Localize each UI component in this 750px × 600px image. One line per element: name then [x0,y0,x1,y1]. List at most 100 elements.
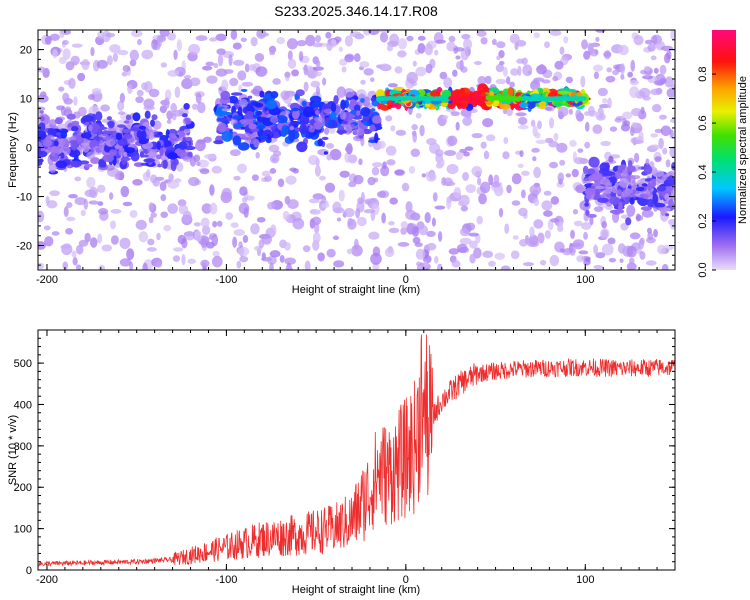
spectral-blob [182,117,192,125]
spectral-speckle [626,204,636,217]
spectral-speckle [670,30,675,41]
spectral-speckle [170,102,177,113]
spectral-speckle [519,238,528,247]
spectral-speckle [477,177,482,186]
spectral-blob [609,196,621,205]
spectral-speckle [119,237,131,250]
x-tick-label: -100 [215,574,237,586]
spectral-blob [144,110,151,119]
spectral-speckle [110,208,122,214]
spectral-blob [314,109,320,116]
spectral-speckle [559,159,566,166]
spectral-speckle [315,60,321,67]
spectral-speckle [371,162,383,168]
spectral-speckle [129,210,138,218]
spectral-speckle [593,244,599,255]
spectral-blob [341,120,348,125]
spectral-speckle [518,207,528,217]
spectral-blob [102,154,115,163]
spectral-speckle [417,35,426,41]
spectral-speckle [498,207,504,218]
spectral-blob [107,120,115,129]
spectral-speckle [605,75,616,83]
spectral-speckle [556,142,568,153]
spectral-speckle [66,216,76,222]
spectral-blob [185,136,193,142]
spectral-blob [162,159,168,170]
spectral-speckle [38,262,44,269]
spectral-speckle [212,220,218,228]
spectral-speckle [312,42,323,48]
spectral-speckle [344,35,353,47]
spectral-blob [49,119,57,129]
spectral-speckle [597,87,608,97]
spectral-blob [82,133,92,139]
spectral-blob [344,127,352,135]
spectral-speckle [237,70,247,81]
spectral-speckle [476,215,483,225]
spectral-speckle [216,48,226,55]
spectral-speckle [552,75,559,82]
spectral-speckle [314,222,320,234]
spectral-blob [254,110,263,116]
spectral-speckle [200,259,210,268]
spectral-blob [594,185,606,190]
x-tick-label: 100 [576,274,594,286]
spectral-blob [360,106,371,117]
spectral-speckle [141,49,154,60]
spectral-speckle [58,86,65,92]
spectral-speckle [229,77,239,87]
spectral-speckle [595,252,606,259]
spectral-blob [299,114,310,126]
spectral-blob [103,130,115,135]
spectral-speckle [146,169,151,178]
spectral-speckle [232,59,245,66]
spectral-blob [299,123,308,135]
spectral-speckle [183,74,192,79]
spectral-speckle [363,208,376,214]
spectral-blob [643,165,653,175]
spectral-speckle [543,190,552,196]
spectral-speckle [565,173,572,178]
spectral-speckle [236,260,242,269]
spectral-speckle [229,149,241,157]
spectral-speckle [78,106,87,117]
spectral-speckle [435,39,446,44]
y-tick-label: 100 [14,524,32,536]
snr-series-line [38,334,675,568]
colorbar-tick-label: 0.4 [697,164,709,179]
spectral-blob [634,193,640,197]
spectral-speckle [598,103,611,109]
spectral-speckle [233,229,246,236]
spectral-speckle [302,245,311,253]
spectral-speckle [315,34,322,43]
spectral-blob [138,125,147,130]
spectral-speckle [326,248,336,258]
spectral-speckle [614,117,623,123]
spectral-speckle [424,43,433,56]
spectral-speckle [439,71,448,80]
spectral-blob [459,87,465,96]
spectral-speckle [151,38,158,50]
spectral-speckle [360,191,365,204]
spectral-speckle [355,208,361,219]
spectral-speckle [136,89,144,97]
spectral-blob [645,158,650,166]
spectral-speckle [205,241,215,249]
spectral-blob [233,123,245,128]
spectral-speckle [62,48,71,60]
spectral-blob [329,111,337,121]
spectral-speckle [172,247,184,252]
spectral-speckle [419,124,425,137]
spectral-speckle [63,206,69,218]
spectral-speckle [241,81,254,87]
spectral-blob [588,174,600,182]
spectral-speckle [455,55,461,60]
spectral-speckle [368,231,380,240]
spectral-blob [130,150,140,162]
spectral-speckle [498,60,505,66]
spectral-speckle [426,242,437,251]
spectral-blob [608,176,617,183]
spectral-speckle [59,30,65,39]
